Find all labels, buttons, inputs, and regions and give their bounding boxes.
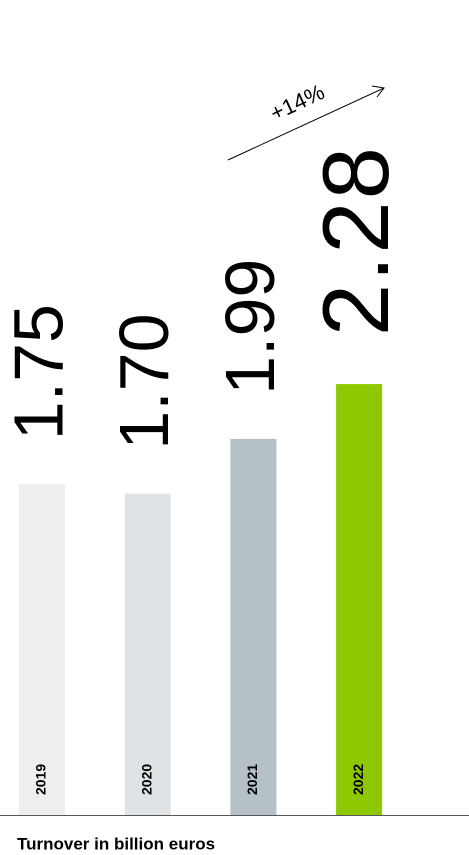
category-label: 2021 (244, 764, 260, 795)
value-label: 1.75 (0, 304, 77, 440)
arrow-head (371, 85, 385, 98)
value-label: 1.99 (211, 259, 289, 395)
category-label: 2022 (350, 764, 366, 795)
bar (19, 484, 65, 815)
bar (230, 438, 277, 815)
bar (336, 384, 383, 815)
category-label: 2020 (138, 764, 154, 795)
annotation: +14% (266, 79, 328, 126)
category-label: 2019 (33, 764, 49, 795)
chart-title: Turnover in billion euros (17, 834, 215, 853)
bar (124, 493, 171, 815)
trend-arrow (227, 87, 385, 161)
value-label: 2.28 (303, 145, 408, 336)
value-label: 1.70 (105, 313, 183, 449)
